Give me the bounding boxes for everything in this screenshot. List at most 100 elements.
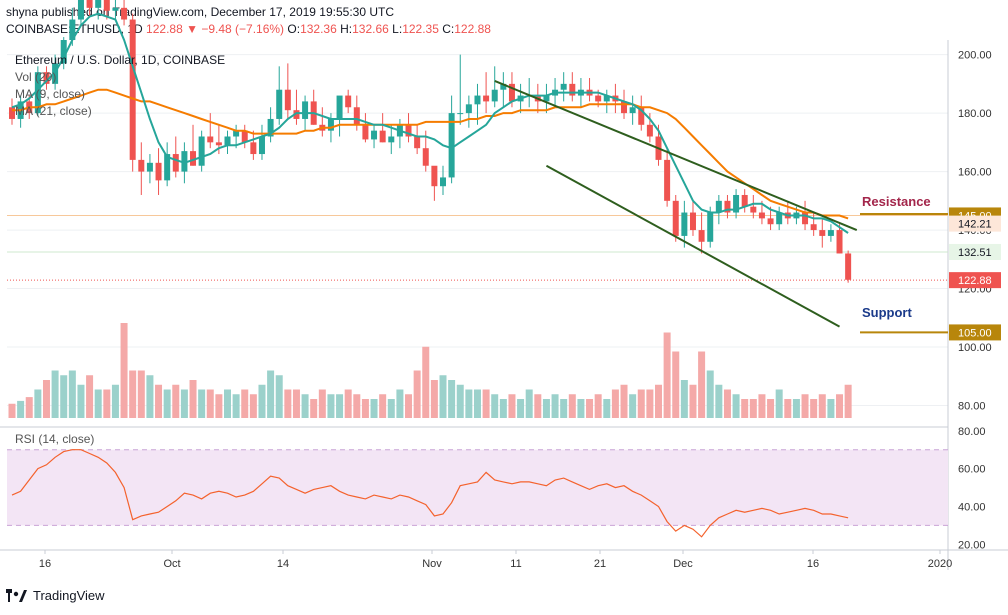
candle (95, 0, 102, 20)
candle (276, 66, 283, 125)
candle-body (560, 83, 567, 90)
volume-bar (163, 389, 171, 418)
candle-body (707, 212, 714, 242)
candle-body (724, 200, 731, 213)
legend-ma21: MA (21, close) (15, 104, 92, 118)
volume-bar (8, 403, 16, 418)
volume-bar (34, 389, 42, 418)
volume-bar (344, 389, 352, 418)
candle (414, 124, 421, 155)
candle-body (345, 95, 352, 108)
volume-bar (327, 394, 335, 418)
last-price: 122.88 (146, 22, 183, 36)
volume-bar (560, 399, 568, 418)
rsi-tick-label: 60.00 (958, 464, 986, 476)
candle-body (836, 230, 843, 254)
volume-bar (818, 394, 826, 418)
low-value: 122.35 (402, 22, 439, 36)
price-tick-label: 200.00 (958, 50, 992, 62)
candle-body (43, 72, 50, 84)
candle-body (327, 118, 334, 131)
volume-bar (94, 389, 102, 418)
ohlc-bar: COINBASE:ETHUSD, 1D 122.88 ▼ −9.48 (−7.1… (6, 22, 491, 36)
close-value: 122.88 (454, 22, 491, 36)
candle-body (750, 206, 757, 213)
volume-bar (370, 399, 378, 418)
volume-bar (241, 389, 249, 418)
candle (698, 212, 705, 254)
volume-bar (146, 375, 154, 418)
candle (388, 124, 395, 155)
volume-bar (672, 351, 680, 418)
candle-body (353, 107, 360, 125)
volume-bar (232, 394, 240, 418)
candle (750, 194, 757, 219)
tradingview-footer[interactable]: TradingView (6, 588, 105, 603)
price-tag (949, 243, 1001, 260)
price-chart[interactable]: Ethereum / U.S. Dollar, 1D, COINBASE Vol … (0, 0, 1008, 585)
candle-body (293, 110, 300, 119)
price-tag-label: 132.51 (958, 247, 992, 259)
candle-body (638, 107, 645, 125)
rsi-line (11, 449, 849, 538)
candle-body (681, 212, 688, 236)
volume-bar (405, 394, 413, 418)
candle-body (741, 194, 748, 207)
volume-bar (792, 399, 800, 418)
candle-body (129, 19, 136, 160)
close-label: C: (442, 22, 455, 36)
candle-body (483, 95, 490, 102)
volume-bar (60, 375, 68, 418)
candle (431, 165, 438, 201)
candle-body (224, 136, 231, 146)
candle-body (112, 7, 119, 11)
price-tick-label: 100.00 (958, 342, 992, 354)
candle (715, 194, 722, 225)
candle-body (431, 165, 438, 187)
volume-bar (551, 394, 559, 418)
candle (336, 95, 343, 137)
candle (836, 224, 843, 254)
candle (60, 37, 67, 70)
candle (724, 194, 731, 219)
volume-bar (103, 389, 111, 418)
volume-bar (646, 389, 654, 418)
volume-bar (784, 399, 792, 418)
candle (810, 212, 817, 236)
volume-bar (663, 332, 671, 418)
volume-bar (732, 394, 740, 418)
candle (638, 95, 645, 131)
volume-bar (749, 399, 757, 418)
candle-body (465, 104, 472, 114)
rsi-tick-label: 40.00 (958, 501, 986, 513)
candle-body (258, 136, 265, 155)
candle-body (215, 142, 222, 146)
volume-bar (586, 399, 594, 418)
candle-body (276, 89, 283, 119)
volume-bar (51, 370, 59, 418)
rsi-legend: RSI (14, close) (15, 432, 94, 446)
candle-body (500, 83, 507, 90)
candle (526, 78, 533, 108)
candle-body (77, 0, 84, 20)
volume-bar (741, 399, 749, 418)
candle (198, 130, 205, 172)
time-tick-label: 2020 (928, 558, 952, 570)
candle-body (474, 95, 481, 105)
support-trendline (545, 164, 841, 328)
volume-bar (491, 394, 499, 418)
volume-bar (224, 389, 231, 418)
price-tag-label: 142.21 (958, 219, 992, 231)
volume-bar (336, 394, 344, 418)
candle (43, 66, 50, 90)
volume-bar (499, 399, 507, 418)
candle (362, 113, 369, 143)
candle (586, 78, 593, 102)
volume-bar (155, 384, 163, 418)
price-tag-label: 105.00 (958, 327, 992, 339)
rsi-tick-label: 80.00 (958, 426, 986, 438)
candle (845, 250, 852, 283)
candle-body (302, 101, 309, 119)
price-tag-label: 122.88 (958, 275, 992, 287)
time-tick-label: 11 (510, 558, 521, 570)
